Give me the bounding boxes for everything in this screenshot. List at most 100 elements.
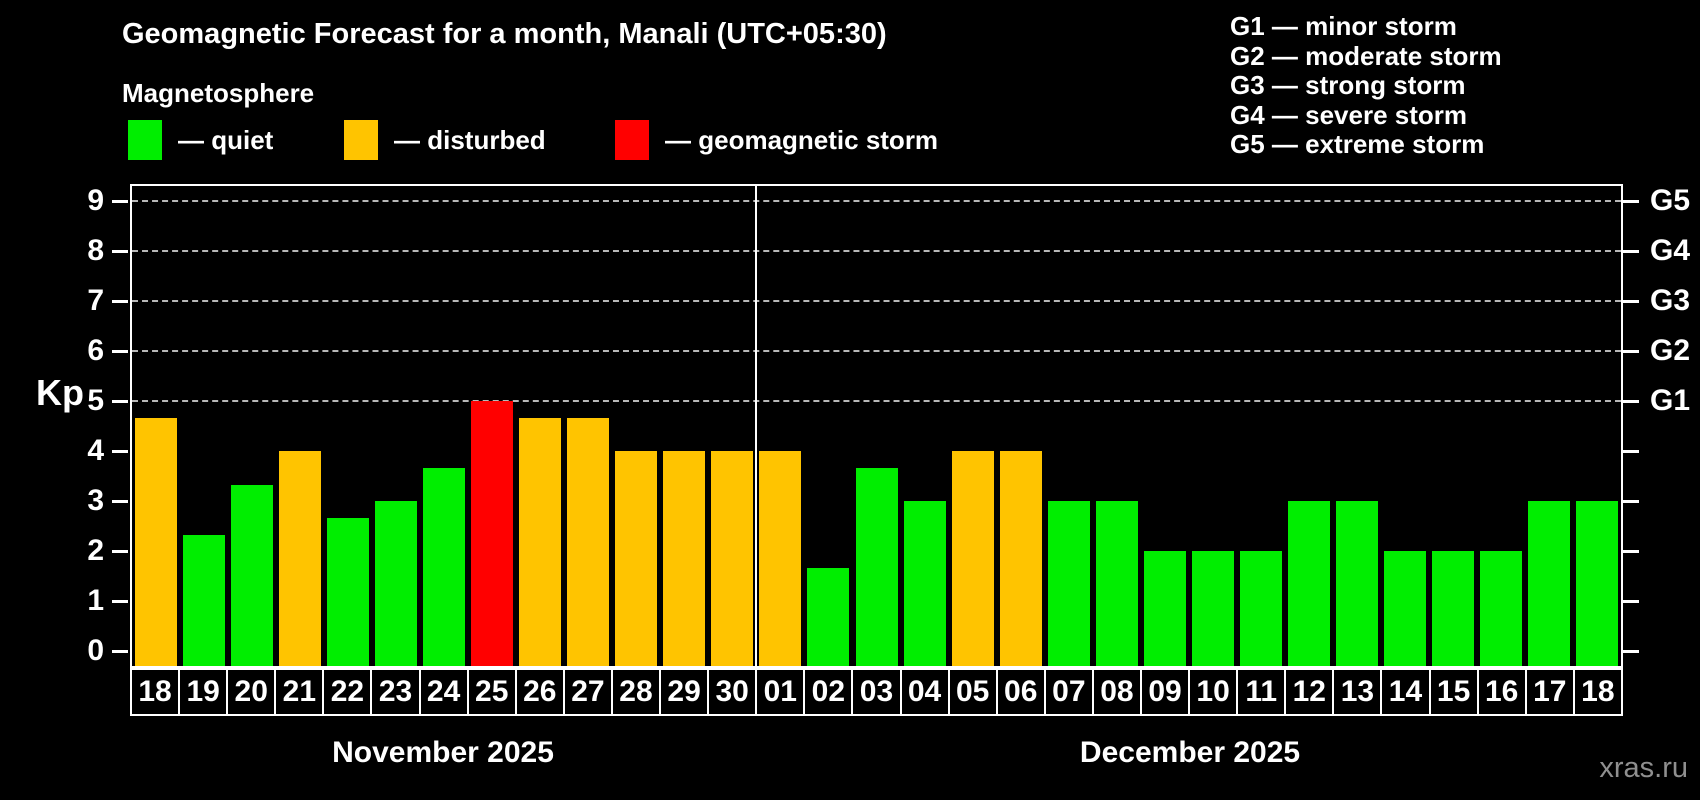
day-label-nov-25: 25 (468, 670, 517, 714)
legend-item-disturbed: — disturbed (344, 120, 546, 160)
y-axis-tick-1 (112, 599, 128, 603)
gridline-kp8 (132, 250, 1621, 252)
bar-dec-02 (807, 567, 850, 666)
y-axis-tick-label-0: 0 (87, 634, 104, 667)
bar-nov-18 (135, 417, 178, 666)
legend-item-quiet: — quiet (128, 120, 273, 160)
y-axis-tick-7 (112, 299, 128, 303)
legend-label: — disturbed (394, 124, 546, 155)
y-axis-tick-6 (112, 349, 128, 353)
storm-scale-g3: G3 — strong storm (1230, 70, 1466, 100)
day-label-dec-02: 02 (805, 670, 854, 714)
gridline-kp9 (132, 200, 1621, 202)
y-axis-title: Kp (36, 372, 84, 413)
storm-scale-g5: G5 — extreme storm (1230, 129, 1485, 159)
bar-nov-24 (423, 467, 466, 666)
day-label-nov-18: 18 (132, 670, 181, 714)
right-axis-tick-8 (1623, 249, 1639, 253)
bar-dec-05 (951, 451, 994, 666)
legend-label: — geomagnetic storm (665, 124, 939, 155)
day-label-nov-24: 24 (420, 670, 469, 714)
right-axis-label-g1: G1 (1650, 384, 1691, 417)
storm-scale-legend: G1 — minor storm G2 — moderate storm G3 … (1230, 11, 1502, 160)
right-axis-label-g2: G2 (1650, 334, 1691, 367)
bar-dec-04 (903, 501, 946, 666)
right-axis-tick-3 (1623, 499, 1639, 503)
day-label-dec-01: 01 (757, 670, 806, 714)
y-axis-tick-label-9: 9 (87, 184, 104, 217)
bar-dec-16 (1479, 551, 1522, 666)
gridline-kp7 (132, 300, 1621, 302)
storm-scale-g2: G2 — moderate storm (1230, 40, 1502, 71)
bar-nov-20 (231, 484, 274, 666)
bar-dec-13 (1335, 501, 1378, 666)
bar-dec-12 (1287, 501, 1330, 666)
y-axis-tick-0 (112, 649, 128, 653)
bar-dec-07 (1047, 501, 1090, 666)
watermark: xras.ru (1599, 752, 1688, 784)
right-axis-label-g5: G5 (1650, 184, 1691, 217)
bar-nov-30 (711, 451, 754, 666)
legend-item-storm: — geomagnetic storm (615, 120, 938, 160)
month-separator-line (755, 186, 758, 666)
bar-nov-25 (471, 401, 514, 666)
day-label-row: 18 19 20 21 22 23 24 25 26 27 28 29 30 01 02 03 04 05 06 07… (130, 668, 1623, 716)
y-axis-tick-4 (112, 449, 128, 453)
bar-nov-26 (519, 417, 562, 666)
storm-scale-g4: G4 — severe storm (1230, 99, 1468, 130)
y-axis-tick-label-7: 7 (87, 284, 104, 317)
month-label-november: November 2025 (332, 736, 554, 769)
day-label-dec-17: 17 (1526, 670, 1575, 714)
bar-dec-15 (1431, 551, 1474, 666)
right-axis-label-g4: G4 (1650, 234, 1691, 267)
day-label-dec-13: 13 (1334, 670, 1383, 714)
day-label-dec-11: 11 (1238, 670, 1287, 714)
y-axis-tick-label-3: 3 (87, 484, 104, 517)
bar-nov-22 (327, 517, 370, 666)
day-label-dec-04: 04 (901, 670, 950, 714)
day-label-nov-30: 30 (709, 670, 758, 714)
day-label-dec-09: 09 (1141, 670, 1191, 714)
disturbed-color-swatch (344, 120, 378, 160)
right-axis-tick-6 (1623, 349, 1639, 353)
day-label-nov-21: 21 (276, 670, 325, 714)
bar-dec-14 (1383, 551, 1426, 666)
day-label-dec-12: 12 (1286, 670, 1335, 714)
day-label-nov-29: 29 (661, 670, 710, 714)
day-label-nov-19: 19 (180, 670, 229, 714)
bar-dec-08 (1095, 501, 1138, 666)
right-axis-tick-4 (1623, 449, 1639, 453)
chart-title: Geomagnetic Forecast for a month, Manali… (122, 18, 887, 50)
day-label-dec-03: 03 (853, 670, 902, 714)
bar-dec-01 (759, 451, 802, 666)
y-axis-tick-label-5: 5 (87, 384, 104, 417)
bar-dec-10 (1191, 551, 1234, 666)
y-axis-tick-5 (112, 399, 128, 403)
month-label-december: December 2025 (1079, 736, 1301, 769)
day-label-nov-28: 28 (612, 670, 662, 714)
day-label-dec-08: 08 (1093, 670, 1142, 714)
gridline-kp6 (132, 350, 1621, 352)
day-label-dec-06: 06 (997, 670, 1046, 714)
right-axis-tick-9 (1623, 199, 1639, 203)
day-label-nov-20: 20 (228, 670, 277, 714)
day-label-dec-18: 18 (1574, 670, 1621, 714)
day-label-dec-16: 16 (1478, 670, 1527, 714)
bar-nov-29 (663, 451, 706, 666)
day-label-dec-07: 07 (1045, 670, 1094, 714)
y-axis-tick-label-1: 1 (87, 584, 104, 617)
day-label-dec-05: 05 (949, 670, 998, 714)
y-axis-tick-8 (112, 249, 128, 253)
chart-subtitle: Magnetosphere (122, 78, 315, 108)
bar-dec-09 (1143, 551, 1186, 666)
bar-dec-03 (855, 467, 898, 666)
bar-nov-19 (183, 534, 226, 666)
quiet-color-swatch (128, 120, 162, 160)
bar-dec-17 (1527, 501, 1570, 666)
day-label-nov-27: 27 (564, 670, 613, 714)
day-label-nov-22: 22 (324, 670, 373, 714)
legend-label: — quiet (178, 124, 274, 155)
storm-color-swatch (615, 120, 649, 160)
bar-dec-11 (1239, 551, 1282, 666)
